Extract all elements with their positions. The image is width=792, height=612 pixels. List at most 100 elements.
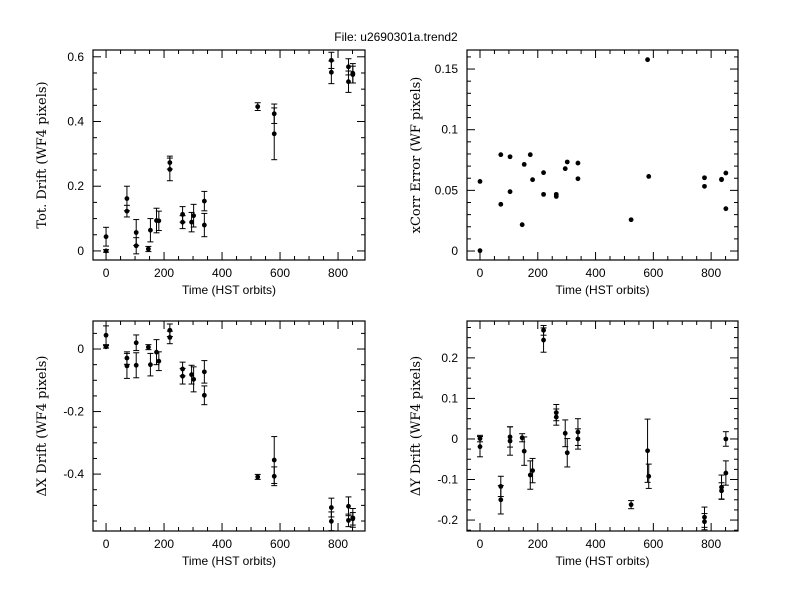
data-point (521, 162, 527, 167)
y-tick-label: -0.1 (437, 473, 458, 487)
x-tick-label: 400 (586, 266, 606, 280)
data-point (180, 219, 186, 225)
data-point (628, 502, 634, 508)
data-point (350, 516, 356, 522)
y-tick-label: -0.2 (63, 405, 84, 419)
data-point (498, 201, 504, 207)
x-tick-label: 400 (212, 266, 232, 280)
y-tick-label: 0.2 (67, 179, 84, 193)
data-point (702, 519, 707, 525)
data-point (328, 505, 334, 510)
data-point (201, 392, 207, 398)
plot-frame (466, 320, 739, 532)
data-point (530, 177, 535, 183)
data-point (507, 154, 513, 160)
data-point (521, 448, 527, 454)
x-tick-label: 0 (477, 266, 484, 280)
data-point (133, 362, 139, 368)
data-point (346, 517, 351, 523)
plot-frame (466, 49, 739, 261)
y-tick-label: 0 (77, 244, 84, 258)
data-point (189, 372, 194, 378)
data-point (477, 178, 483, 184)
data-point (201, 369, 207, 375)
data-point (255, 104, 261, 110)
data-point (133, 340, 139, 346)
x-tick-label: 800 (328, 537, 348, 551)
y-tick-label: -0.2 (437, 513, 458, 527)
data-point (507, 438, 513, 444)
x-tick-label: 200 (154, 537, 174, 551)
x-axis-label: Time (HST orbits) (182, 283, 276, 297)
data-point (719, 177, 724, 183)
data-point (346, 64, 351, 70)
data-point (180, 373, 186, 379)
y-axis-label: ΔX Drift (WF4 pixels) (35, 355, 50, 496)
data-point (156, 358, 162, 364)
data-point (477, 444, 483, 450)
data-point (191, 213, 197, 219)
data-point (103, 234, 109, 240)
data-point (498, 152, 504, 158)
data-point (646, 473, 652, 479)
x-tick-label: 0 (103, 537, 110, 551)
data-point (271, 473, 277, 479)
data-point (477, 248, 483, 254)
data-point (103, 344, 109, 350)
data-point (328, 518, 334, 524)
x-tick-label: 400 (212, 537, 232, 551)
x-tick-label: 200 (528, 537, 548, 551)
data-point (541, 191, 546, 197)
x-tick-label: 600 (643, 537, 663, 551)
tot-drift-panel: 0 200 400 600 800 0 0.2 0.4 0.6 Time (HST orbits)… (35, 49, 366, 297)
data-point (124, 363, 130, 369)
x-tick-label: 200 (154, 266, 174, 280)
y-tick-label: -0.4 (63, 467, 84, 481)
data-point (519, 222, 525, 228)
data-point (167, 166, 173, 172)
data-point (145, 246, 151, 252)
data-point (702, 183, 707, 189)
data-point (191, 376, 197, 382)
data-point (564, 450, 570, 456)
data-point (553, 414, 559, 420)
data-point (148, 362, 153, 368)
data-point (271, 131, 277, 137)
y-tick-label: 0 (451, 432, 458, 446)
data-point (328, 69, 334, 75)
data-point (167, 335, 173, 340)
x-tick-label: 600 (270, 537, 290, 551)
data-point (530, 468, 535, 473)
data-point (575, 160, 581, 166)
data-point (564, 159, 570, 165)
y-tick-label: 0.1 (441, 391, 458, 405)
xcorr-error-panel: 0 200 400 600 800 0 0.05 0.1 0.15 Time (HST orbit… (409, 49, 739, 297)
data-point (328, 57, 334, 63)
data-point (541, 337, 546, 343)
data-point (562, 166, 568, 172)
y-axis-label: ΔY Drift (WF4 pixels) (409, 356, 424, 496)
x-tick-label: 800 (328, 266, 348, 280)
x-axis-label: Time (HST orbits) (182, 554, 276, 568)
y-tick-label: 0 (77, 342, 84, 356)
data-point (645, 57, 650, 63)
data-point (723, 170, 729, 176)
y-tick-label: 0 (451, 244, 458, 258)
data-point (527, 472, 533, 478)
data-point (133, 230, 139, 235)
y-tick-label: 0.1 (441, 123, 458, 137)
data-point (103, 332, 109, 338)
plot-frame (92, 49, 366, 261)
data-point (271, 457, 277, 463)
x-axis-label: Time (HST orbits) (555, 283, 649, 297)
data-point (575, 176, 581, 182)
data-point (255, 474, 261, 480)
data-point (124, 208, 130, 214)
data-point (628, 217, 634, 223)
x-tick-label: 0 (103, 266, 110, 280)
figure-title: File: u2690301a.trend2 (334, 30, 458, 44)
x-tick-label: 600 (643, 266, 663, 280)
y-tick-label: 0.05 (435, 183, 459, 197)
y-tick-label: 0.2 (441, 351, 458, 365)
x-tick-label: 200 (528, 266, 548, 280)
